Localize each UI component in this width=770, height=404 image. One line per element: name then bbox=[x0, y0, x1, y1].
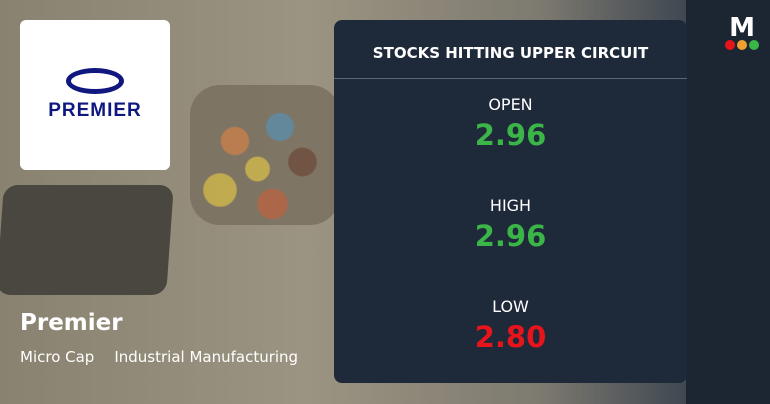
panel-title: STOCKS HITTING UPPER CIRCUIT bbox=[334, 20, 687, 79]
red-dot-icon bbox=[725, 40, 735, 50]
open-row: OPEN 2.96 bbox=[334, 79, 687, 180]
high-label: HIGH bbox=[489, 196, 532, 215]
sector-tag: Industrial Manufacturing bbox=[114, 348, 299, 366]
high-value: 2.96 bbox=[474, 219, 547, 253]
low-label: LOW bbox=[492, 297, 529, 316]
market-cap-tag: Micro Cap bbox=[20, 348, 95, 366]
price-panel: STOCKS HITTING UPPER CIRCUIT OPEN 2.96 H… bbox=[334, 20, 687, 383]
company-name: Premier bbox=[20, 310, 123, 336]
green-dot-icon bbox=[749, 40, 759, 50]
low-value: 2.80 bbox=[474, 320, 547, 354]
orange-dot-icon bbox=[737, 40, 747, 50]
brand-logo: M bbox=[724, 13, 760, 50]
open-value: 2.96 bbox=[474, 118, 547, 152]
open-label: OPEN bbox=[488, 95, 533, 114]
logo-text: PREMIER bbox=[48, 100, 142, 121]
phone-image bbox=[0, 185, 174, 295]
logo-emblem-icon bbox=[66, 68, 124, 94]
company-logo: PREMIER bbox=[20, 20, 170, 170]
brand-logo-letter: M bbox=[729, 13, 755, 43]
low-row: LOW 2.80 bbox=[334, 281, 687, 382]
chart-screen-image bbox=[686, 0, 770, 404]
candy-jar-image bbox=[190, 85, 340, 225]
company-tags: Micro Cap Industrial Manufacturing bbox=[20, 348, 298, 366]
high-row: HIGH 2.96 bbox=[334, 180, 687, 281]
